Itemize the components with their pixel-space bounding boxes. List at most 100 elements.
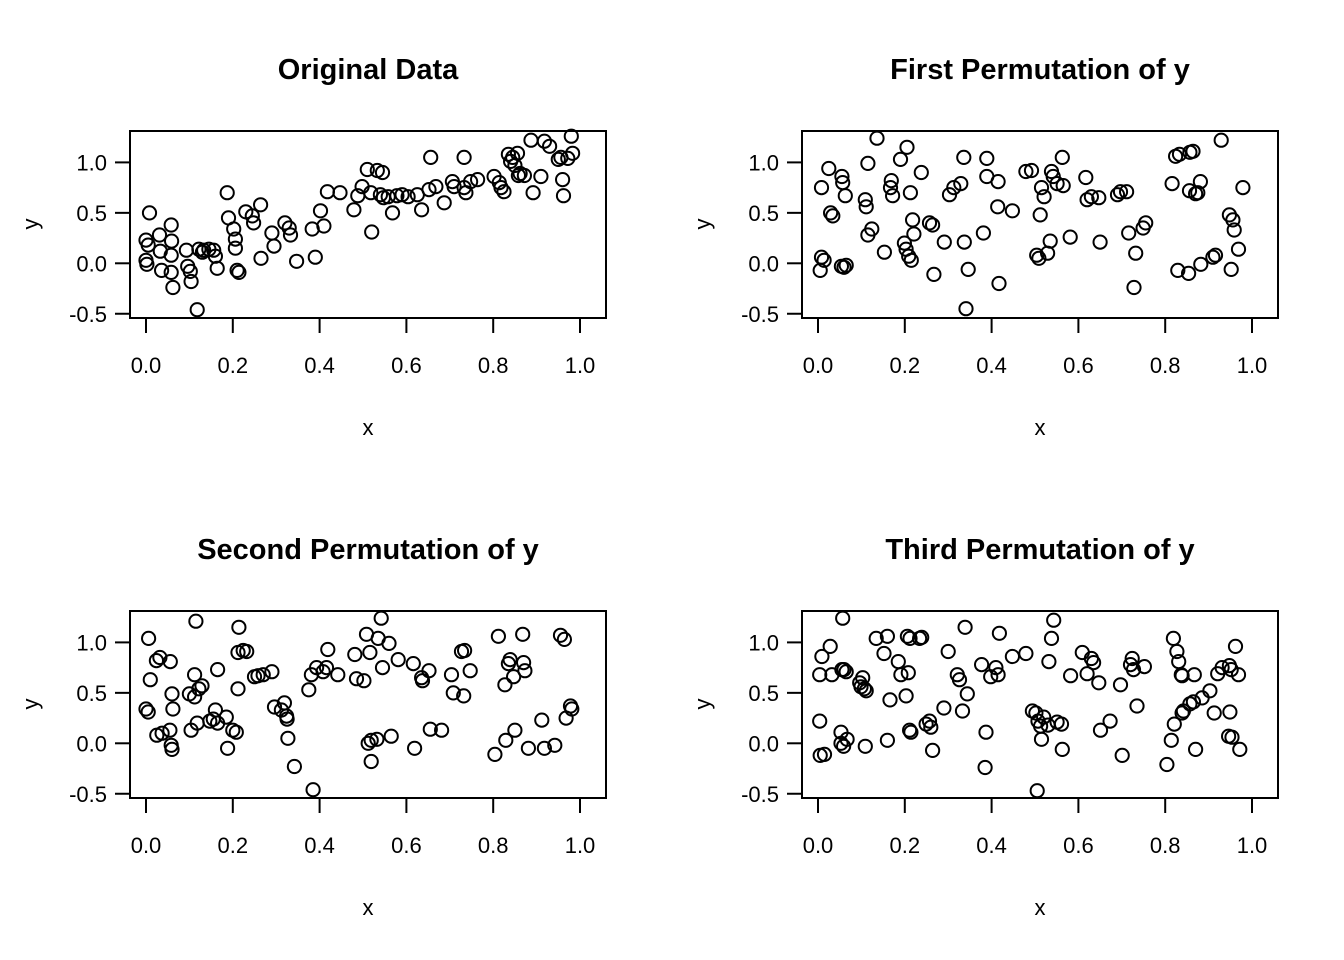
data-point [226,221,242,237]
data-point [231,619,247,635]
data-point [227,231,243,247]
data-point [1125,662,1142,678]
data-point [1119,184,1135,200]
x-tick-label: 0.2 [890,353,921,378]
data-point [178,242,194,258]
data-point [140,237,156,253]
data-point [414,202,430,218]
y-tick-label: 0.5 [76,681,107,706]
plot-box [129,610,607,799]
data-point [389,188,405,204]
data-point [383,728,399,744]
x-tick-label: 0.8 [1150,833,1181,858]
data-point [1185,694,1202,710]
x-axis-label: x [1034,415,1046,440]
data-point [836,662,852,678]
data-point [902,630,918,646]
data-point [151,227,168,243]
data-point [951,672,968,688]
x-tick-label: 0.0 [803,353,834,378]
y-tick-label: 0.0 [748,731,779,756]
data-point [280,730,296,746]
data-point [1129,698,1145,714]
data-point [374,660,391,676]
data-point [885,188,901,204]
data-point [374,164,391,181]
data-point [253,250,269,266]
data-point [194,678,210,694]
data-point [301,682,317,698]
data-point [816,252,832,268]
data-point [1225,212,1241,228]
data-point [956,149,972,165]
data-point [1163,732,1179,748]
data-point [316,218,332,234]
data-point [154,262,170,278]
data-point [182,263,198,279]
data-point [1186,667,1202,683]
y-tick-label: -0.5 [741,302,779,327]
y-tick-label: 1.0 [748,630,779,655]
data-point [277,215,293,231]
data-point [369,731,385,747]
data-point [899,139,915,155]
data-point [500,146,516,162]
data-point [515,626,531,642]
x-tick-label: 1.0 [1237,833,1268,858]
data-point [164,741,180,757]
data-point [493,180,509,196]
data-point [816,746,833,762]
data-point [228,724,244,740]
data-point [925,742,941,758]
data-point [1230,241,1247,257]
data-point [318,660,335,676]
x-tick-label: 0.2 [890,833,921,858]
data-point [892,151,909,167]
x-axis-label: x [1034,895,1046,920]
data-point [1136,659,1152,675]
scatter-plot-svg: 0.0 0.2 0.4 0.6 0.8 1.0 -0.5 0.0 0.5 1.0 [69,128,607,378]
data-point [536,740,553,756]
data-point [1226,222,1242,238]
data-point [1207,247,1224,263]
data-point [921,215,938,231]
data-point [1235,180,1251,196]
data-point [1170,262,1186,278]
data-point [362,644,378,661]
data-point [1091,190,1107,206]
data-point [1031,250,1047,266]
data-point [542,138,558,154]
plot-box [801,610,1279,799]
data-point [138,701,154,717]
data-point [821,160,837,177]
x-tick-label: 0.0 [131,353,162,378]
data-point [154,725,170,741]
data-point [1046,612,1062,628]
data-point [498,732,514,748]
data-point [879,628,895,644]
data-point [282,227,299,243]
panel-first-permutation: First Permutation of y y x 0.0 0.2 0.4 0.6 0… [672,0,1344,480]
data-point [264,664,280,680]
x-tick-label: 0.6 [391,833,422,858]
data-point [900,665,916,681]
data-point [565,145,581,161]
x-tick-label: 0.4 [976,353,1007,378]
data-point [835,610,851,626]
y-tick-label: 0.0 [748,251,779,276]
data-point [434,722,450,738]
data-point [1112,184,1129,200]
x-axis-label: x [362,415,374,440]
data-point [1063,668,1079,684]
data-point [315,664,331,680]
data-point [490,628,506,644]
data-point [164,686,180,702]
data-point [1092,722,1109,738]
data-point [890,654,906,670]
data-point [163,264,179,280]
scatter-plot-svg: 0.0 0.2 0.4 0.6 0.8 1.0 -0.5 0.0 0.5 1.0 [69,610,607,858]
data-point [547,737,563,753]
data-point [533,168,549,185]
data-point [838,664,854,680]
data-point [954,703,971,719]
